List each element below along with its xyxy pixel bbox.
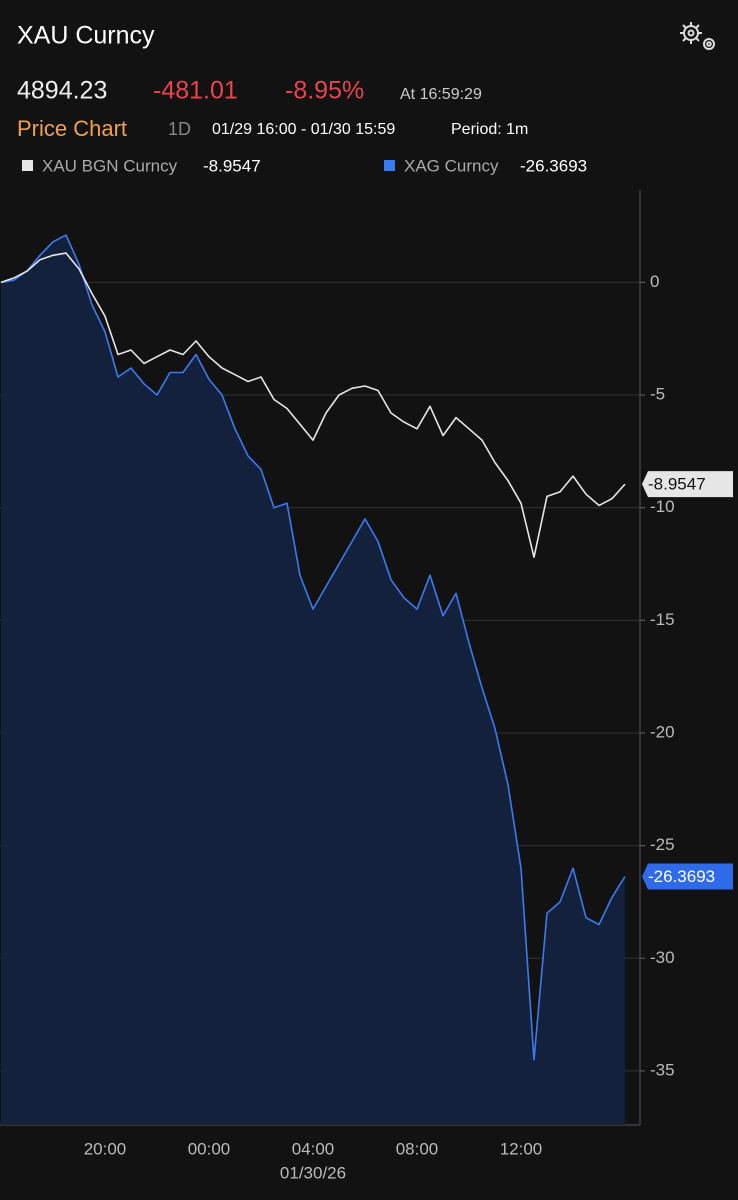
range-button[interactable]: 1D bbox=[168, 119, 191, 139]
line bbox=[0, 234, 626, 1061]
y-tick-label: -15 bbox=[650, 610, 675, 629]
y-tick-label: -10 bbox=[650, 497, 675, 516]
y-tick-label: -35 bbox=[650, 1060, 675, 1079]
y-tick-label: -5 bbox=[650, 385, 665, 404]
last-price: 4894.23 bbox=[17, 77, 107, 105]
line bbox=[0, 252, 626, 558]
settings-icon[interactable] bbox=[680, 22, 715, 50]
x-tick-label: 00:00 bbox=[188, 1139, 231, 1158]
legend-swatch bbox=[384, 160, 395, 171]
legend-swatch bbox=[22, 160, 33, 171]
x-tick-label: 20:00 bbox=[84, 1139, 127, 1158]
legend-value: -8.9547 bbox=[203, 156, 261, 175]
pct-change: -8.95% bbox=[285, 77, 364, 105]
last-value-label: -26.3693 bbox=[648, 867, 715, 886]
last-value-tag bbox=[642, 863, 733, 890]
legend-name: XAG Curncy bbox=[404, 156, 499, 175]
y-tick-label: -30 bbox=[650, 948, 675, 967]
y-tick-label: 0 bbox=[650, 272, 659, 291]
quote-time: At 16:59:29 bbox=[400, 86, 482, 103]
period: Period: 1m bbox=[451, 121, 528, 138]
last-value-label: -8.9547 bbox=[648, 475, 706, 494]
x-tick-label: 04:00 bbox=[292, 1139, 335, 1158]
area bbox=[1, 235, 625, 1126]
legend-name: XAU BGN Curncy bbox=[42, 156, 178, 175]
net-change: -481.01 bbox=[153, 77, 238, 105]
date-window: 01/29 16:00 - 01/30 15:59 bbox=[212, 121, 395, 138]
chart-tab[interactable]: Price Chart bbox=[17, 116, 127, 141]
x-tick-label: 08:00 bbox=[396, 1139, 439, 1158]
y-tick-label: -25 bbox=[650, 835, 675, 854]
x-tick-label: 12:00 bbox=[500, 1139, 543, 1158]
y-tick-label: -20 bbox=[650, 722, 675, 741]
last-value-tag bbox=[642, 471, 733, 498]
legend-value: -26.3693 bbox=[520, 156, 587, 175]
x-date-label: 01/30/26 bbox=[280, 1163, 346, 1182]
security-title: XAU Curncy bbox=[17, 22, 155, 50]
